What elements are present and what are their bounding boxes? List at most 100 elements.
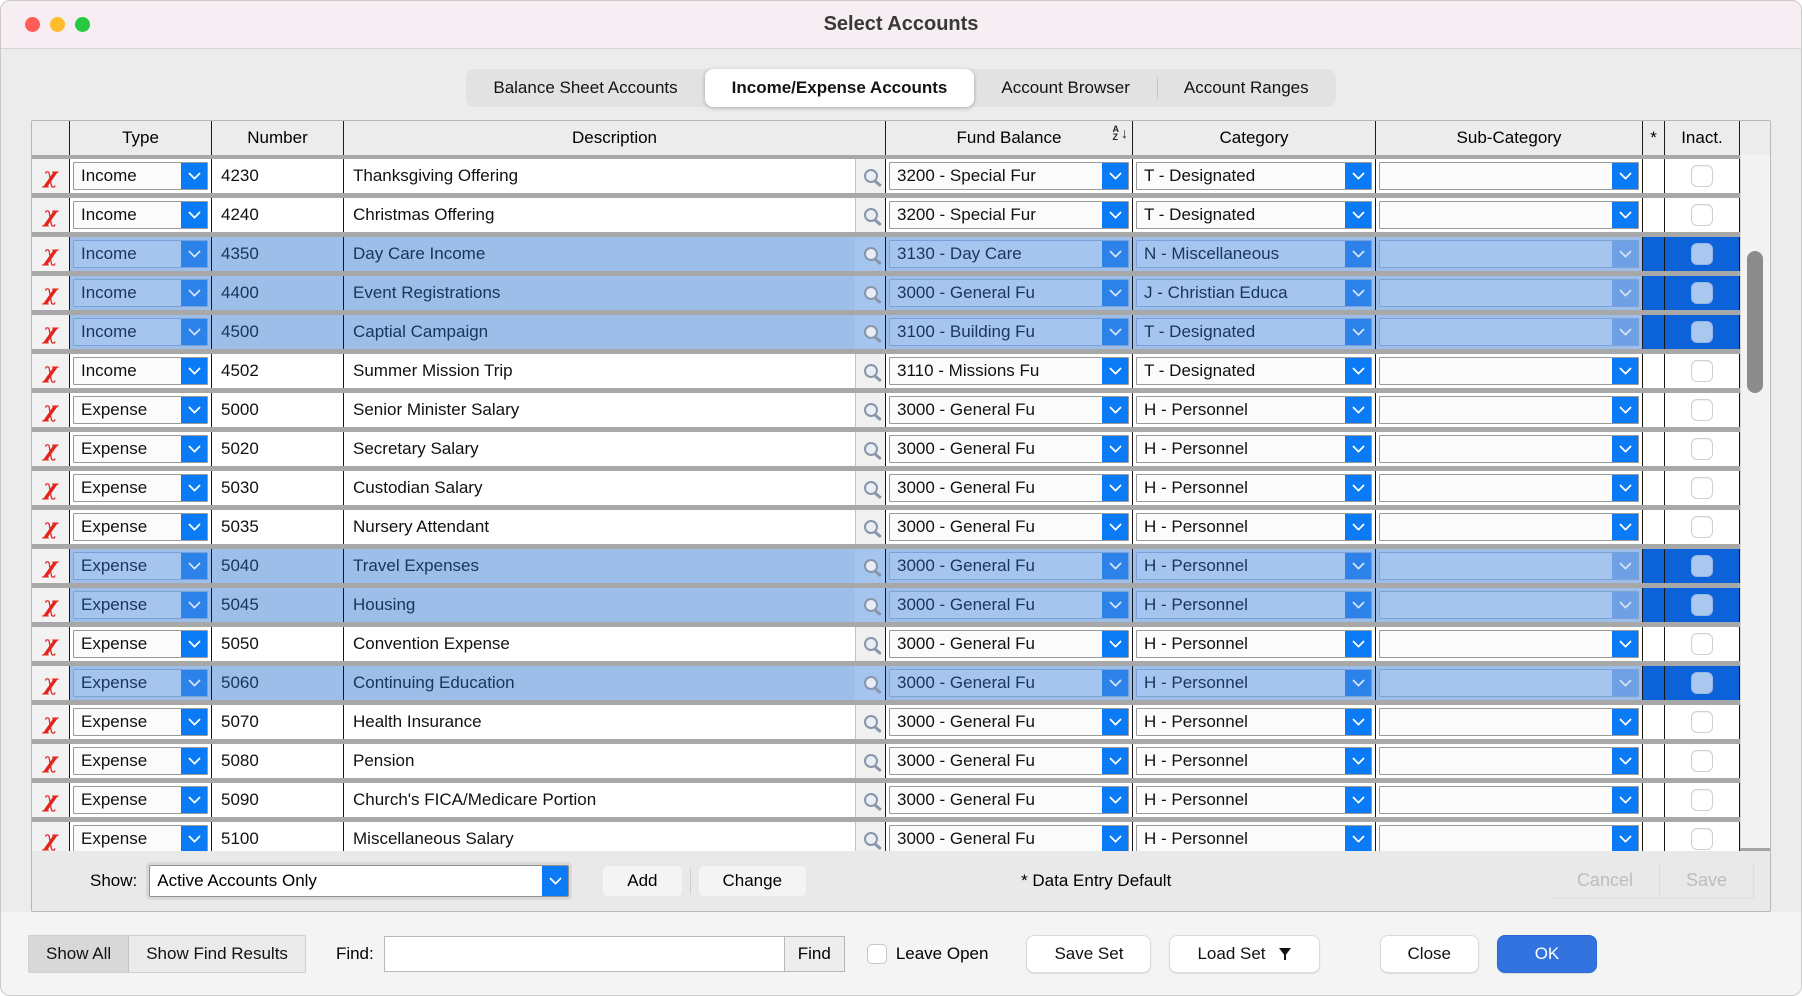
chevron-down-icon[interactable] <box>1612 787 1638 813</box>
chevron-down-icon[interactable] <box>1612 553 1638 579</box>
chevron-down-icon[interactable] <box>1102 787 1128 813</box>
fund-balance-dropdown[interactable]: 3200 - Special Fur <box>889 162 1129 190</box>
sub-category-dropdown[interactable] <box>1379 591 1639 619</box>
chevron-down-icon[interactable] <box>1102 280 1128 306</box>
data-entry-default-cell[interactable] <box>1643 822 1665 851</box>
chevron-down-icon[interactable] <box>1345 553 1371 579</box>
account-number-cell[interactable]: 5070 <box>212 705 344 739</box>
data-entry-default-cell[interactable] <box>1643 198 1665 232</box>
category-dropdown[interactable]: H - Personnel <box>1136 630 1372 658</box>
magnifier-icon[interactable] <box>863 442 878 456</box>
account-number-cell[interactable]: 4350 <box>212 237 344 271</box>
inactive-checkbox[interactable] <box>1691 633 1713 655</box>
description-cell[interactable]: Church's FICA/Medicare Portion <box>344 783 856 817</box>
delete-row-icon[interactable] <box>43 516 57 538</box>
delete-row-icon[interactable] <box>43 165 57 187</box>
account-number-cell[interactable]: 5035 <box>212 510 344 544</box>
delete-row-icon[interactable] <box>43 750 57 772</box>
delete-row-icon[interactable] <box>43 711 57 733</box>
minimize-window-icon[interactable] <box>50 17 65 32</box>
chevron-down-icon[interactable] <box>1102 826 1128 851</box>
category-dropdown[interactable]: H - Personnel <box>1136 435 1372 463</box>
chevron-down-icon[interactable] <box>1102 397 1128 423</box>
account-number-cell[interactable]: 4240 <box>212 198 344 232</box>
chevron-down-icon[interactable] <box>1345 241 1371 267</box>
account-number-cell[interactable]: 5050 <box>212 627 344 661</box>
chevron-down-icon[interactable] <box>1102 436 1128 462</box>
inactive-checkbox[interactable] <box>1691 360 1713 382</box>
magnifier-icon[interactable] <box>863 832 878 846</box>
data-entry-default-cell[interactable] <box>1643 315 1665 349</box>
chevron-down-icon[interactable] <box>1345 592 1371 618</box>
chevron-down-icon[interactable] <box>1102 319 1128 345</box>
chevron-down-icon[interactable] <box>1612 436 1638 462</box>
table-row[interactable]: Income 4400 Event Registrations 3000 - G… <box>32 276 1740 310</box>
account-number-cell[interactable]: 5030 <box>212 471 344 505</box>
type-dropdown[interactable]: Expense <box>73 669 208 697</box>
sub-category-dropdown[interactable] <box>1379 513 1639 541</box>
fund-balance-dropdown[interactable]: 3200 - Special Fur <box>889 201 1129 229</box>
save-button[interactable]: Save <box>1660 863 1754 898</box>
type-dropdown[interactable]: Expense <box>73 552 208 580</box>
chevron-down-icon[interactable] <box>1345 670 1371 696</box>
data-entry-default-cell[interactable] <box>1643 432 1665 466</box>
table-row[interactable]: Income 4350 Day Care Income 3130 - Day C… <box>32 237 1740 271</box>
chevron-down-icon[interactable] <box>1612 319 1638 345</box>
delete-row-icon[interactable] <box>43 321 57 343</box>
type-dropdown[interactable]: Income <box>73 201 208 229</box>
fund-balance-dropdown[interactable]: 3000 - General Fu <box>889 630 1129 658</box>
chevron-down-icon[interactable] <box>1612 163 1638 189</box>
chevron-down-icon[interactable] <box>1612 514 1638 540</box>
type-dropdown[interactable]: Expense <box>73 474 208 502</box>
chevron-down-icon[interactable] <box>181 280 207 306</box>
data-entry-default-cell[interactable] <box>1643 627 1665 661</box>
inactive-checkbox[interactable] <box>1691 204 1713 226</box>
table-row[interactable]: Income 4500 Captial Campaign 3100 - Buil… <box>32 315 1740 349</box>
chevron-down-icon[interactable] <box>1345 748 1371 774</box>
table-row[interactable]: Expense 5080 Pension 3000 - General Fu H… <box>32 744 1740 778</box>
description-cell[interactable]: Housing <box>344 588 856 622</box>
inactive-checkbox[interactable] <box>1691 165 1713 187</box>
fund-balance-dropdown[interactable]: 3110 - Missions Fu <box>889 357 1129 385</box>
chevron-down-icon[interactable] <box>181 553 207 579</box>
chevron-down-icon[interactable] <box>181 709 207 735</box>
magnifier-icon[interactable] <box>863 793 878 807</box>
delete-row-icon[interactable] <box>43 828 57 850</box>
category-dropdown[interactable]: H - Personnel <box>1136 669 1372 697</box>
chevron-down-icon[interactable] <box>1345 709 1371 735</box>
magnifier-icon[interactable] <box>863 325 878 339</box>
delete-row-icon[interactable] <box>43 594 57 616</box>
fund-balance-dropdown[interactable]: 3000 - General Fu <box>889 474 1129 502</box>
inactive-checkbox[interactable] <box>1691 516 1713 538</box>
sub-category-dropdown[interactable] <box>1379 669 1639 697</box>
inactive-checkbox[interactable] <box>1691 399 1713 421</box>
data-entry-default-cell[interactable] <box>1643 744 1665 778</box>
show-find-results-button[interactable]: Show Find Results <box>129 935 305 972</box>
table-row[interactable]: Expense 5060 Continuing Education 3000 -… <box>32 666 1740 700</box>
description-cell[interactable]: Health Insurance <box>344 705 856 739</box>
account-number-cell[interactable]: 5040 <box>212 549 344 583</box>
fund-balance-dropdown[interactable]: 3000 - General Fu <box>889 552 1129 580</box>
table-row[interactable]: Expense 5070 Health Insurance 3000 - Gen… <box>32 705 1740 739</box>
chevron-down-icon[interactable] <box>1612 592 1638 618</box>
sub-category-dropdown[interactable] <box>1379 630 1639 658</box>
type-dropdown[interactable]: Expense <box>73 435 208 463</box>
chevron-down-icon[interactable] <box>1102 670 1128 696</box>
inactive-checkbox[interactable] <box>1691 438 1713 460</box>
sub-category-dropdown[interactable] <box>1379 318 1639 346</box>
delete-row-icon[interactable] <box>43 282 57 304</box>
chevron-down-icon[interactable] <box>1612 280 1638 306</box>
table-row[interactable]: Expense 5030 Custodian Salary 3000 - Gen… <box>32 471 1740 505</box>
inactive-checkbox[interactable] <box>1691 321 1713 343</box>
table-row[interactable]: Expense 5045 Housing 3000 - General Fu H… <box>32 588 1740 622</box>
table-row[interactable]: Income 4230 Thanksgiving Offering 3200 -… <box>32 159 1740 193</box>
sub-category-dropdown[interactable] <box>1379 786 1639 814</box>
sub-category-dropdown[interactable] <box>1379 240 1639 268</box>
type-dropdown[interactable]: Expense <box>73 786 208 814</box>
magnifier-icon[interactable] <box>863 169 878 183</box>
chevron-down-icon[interactable] <box>1102 709 1128 735</box>
account-number-cell[interactable]: 5000 <box>212 393 344 427</box>
chevron-down-icon[interactable] <box>1102 748 1128 774</box>
description-cell[interactable]: Custodian Salary <box>344 471 856 505</box>
data-entry-default-cell[interactable] <box>1643 276 1665 310</box>
